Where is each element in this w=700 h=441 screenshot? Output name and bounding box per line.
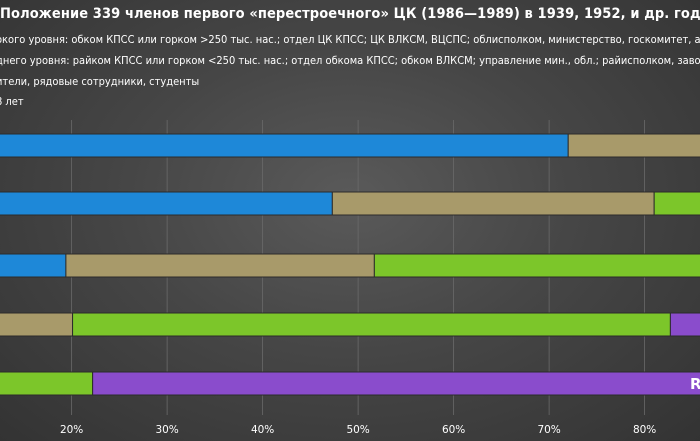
x-tick-label-4: 60%	[442, 424, 465, 436]
bar-row3-segment2	[65, 253, 375, 278]
bar-row2-segment3	[653, 191, 700, 216]
bar-row4-segment4	[669, 312, 700, 337]
bar-row2-segment1	[0, 191, 333, 216]
bar-row4-segment3	[72, 312, 671, 337]
legend-entry-workers: ители, рядовые сотрудники, студенты	[0, 75, 200, 88]
bar-row5-segment3	[0, 371, 94, 396]
bar-row1-segment2	[567, 133, 700, 158]
legend-entry-under-18: 8 лет	[0, 95, 24, 108]
bar-row3-segment3	[373, 253, 700, 278]
row5-end-label: R	[690, 375, 700, 393]
bar-row3-segment1	[0, 253, 67, 278]
legend-entry-mid-level: днего уровня: райком КПСС или горком <25…	[0, 54, 700, 67]
bar-row2-segment2	[331, 191, 655, 216]
x-tick-label-3: 50%	[346, 424, 369, 436]
x-tick-label-1: 30%	[155, 424, 178, 436]
x-tick-label-2: 40%	[251, 424, 274, 436]
bar-row5-segment4	[92, 371, 700, 396]
legend-entry-high-level: окого уровня: обком КПСС или горком >250…	[0, 33, 700, 46]
x-tick-label-6: 80%	[633, 424, 656, 436]
bar-row4-segment2	[0, 312, 74, 337]
x-tick-label-5: 70%	[537, 424, 560, 436]
x-tick-label-0: 20%	[60, 424, 83, 436]
bar-row1-segment1	[0, 133, 569, 158]
chart-title: Положение 339 членов первого «перестроеч…	[0, 6, 700, 22]
